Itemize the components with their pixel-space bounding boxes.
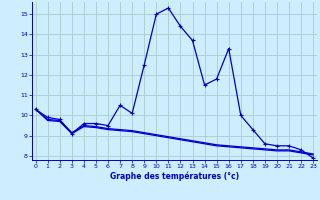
X-axis label: Graphe des températures (°c): Graphe des températures (°c) xyxy=(110,172,239,181)
